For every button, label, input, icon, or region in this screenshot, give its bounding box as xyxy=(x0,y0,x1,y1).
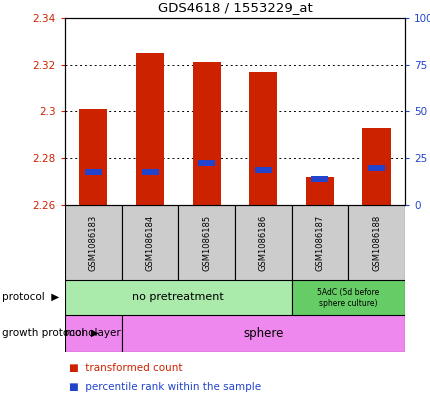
Text: GSM1086186: GSM1086186 xyxy=(258,214,267,271)
Text: GSM1086187: GSM1086187 xyxy=(315,214,324,271)
Bar xyxy=(141,169,158,175)
Bar xyxy=(121,205,178,280)
Text: sphere: sphere xyxy=(243,327,283,340)
Bar xyxy=(65,280,291,315)
Text: GSM1086188: GSM1086188 xyxy=(371,214,380,271)
Bar xyxy=(85,169,101,175)
Bar xyxy=(305,177,333,205)
Text: growth protocol  ▶: growth protocol ▶ xyxy=(2,329,99,338)
Bar xyxy=(367,165,384,171)
Text: ■  percentile rank within the sample: ■ percentile rank within the sample xyxy=(69,382,261,392)
Title: GDS4618 / 1553229_at: GDS4618 / 1553229_at xyxy=(157,1,312,14)
Text: protocol  ▶: protocol ▶ xyxy=(2,292,59,303)
Text: GSM1086185: GSM1086185 xyxy=(202,215,211,270)
Text: monolayer: monolayer xyxy=(65,329,121,338)
Text: ■  transformed count: ■ transformed count xyxy=(69,363,182,373)
Bar xyxy=(135,53,164,205)
Bar xyxy=(234,205,291,280)
Bar xyxy=(249,72,277,205)
Bar xyxy=(254,167,271,173)
Bar xyxy=(311,176,328,182)
Text: GSM1086184: GSM1086184 xyxy=(145,215,154,270)
Bar xyxy=(178,205,234,280)
Bar xyxy=(291,280,404,315)
Bar xyxy=(65,205,121,280)
Text: 5AdC (5d before
sphere culture): 5AdC (5d before sphere culture) xyxy=(316,288,378,308)
Bar xyxy=(347,205,404,280)
Bar xyxy=(192,62,220,205)
Bar xyxy=(291,205,347,280)
Bar xyxy=(79,109,107,205)
Bar xyxy=(121,315,404,352)
Bar xyxy=(362,128,390,205)
Text: GSM1086183: GSM1086183 xyxy=(89,214,98,271)
Bar xyxy=(65,315,121,352)
Text: no pretreatment: no pretreatment xyxy=(132,292,224,303)
Bar xyxy=(198,160,215,166)
